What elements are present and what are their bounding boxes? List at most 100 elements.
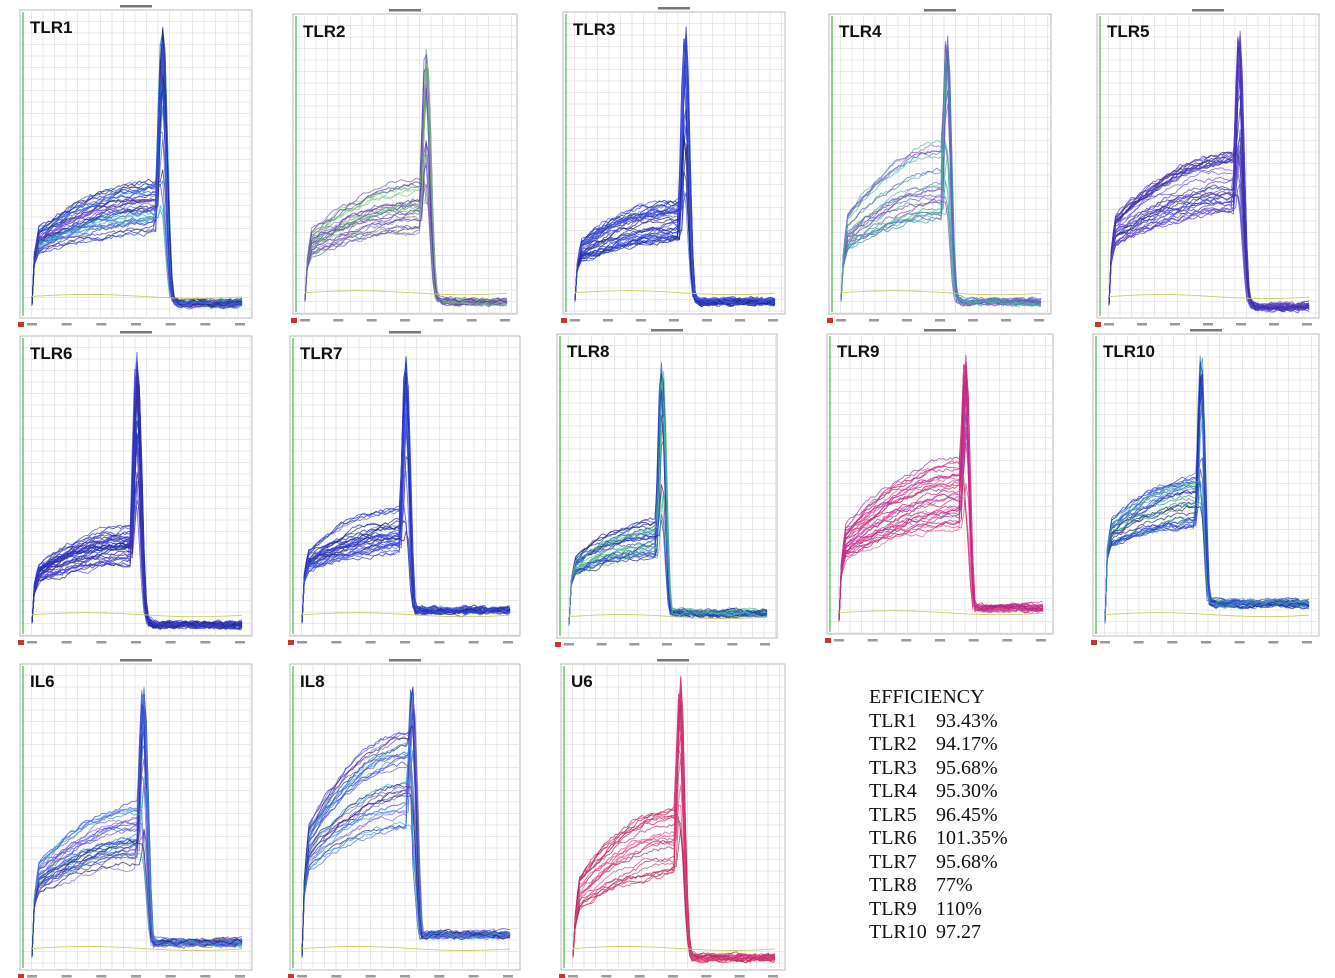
x-tick-mark <box>1269 323 1279 326</box>
melt-curve <box>31 75 243 309</box>
x-tick-mark <box>235 323 245 326</box>
x-tick-mark <box>400 319 410 322</box>
x-tick-mark <box>1167 641 1178 644</box>
panel-header-mark <box>657 659 689 662</box>
x-tick-mark <box>869 319 879 322</box>
plot-grid <box>829 14 1051 314</box>
panel-title: TLR3 <box>573 20 616 39</box>
melt-curves <box>31 26 243 310</box>
melt-curve <box>572 717 776 962</box>
melt-curve-panel: IL6 <box>18 659 253 978</box>
ntc-curve <box>840 290 1042 296</box>
x-tick-mark <box>636 319 646 322</box>
efficiency-row: TLR3 95.68% <box>869 757 1008 781</box>
melt-curves <box>31 686 243 958</box>
melt-curve-panel: IL8 <box>288 659 521 978</box>
x-tick-mark <box>468 641 479 644</box>
melt-curve <box>838 442 1044 622</box>
melt-curve <box>568 371 768 626</box>
plot-frame <box>828 13 1052 315</box>
melt-curve <box>31 108 243 307</box>
melt-curve-panel: TLR5 <box>1095 9 1320 327</box>
melt-curve <box>31 179 243 308</box>
x-tick-mark <box>570 319 580 322</box>
ntc-curve <box>838 610 1044 616</box>
melt-curve <box>574 81 776 306</box>
x-tick-mark <box>1170 323 1180 326</box>
melt-curve <box>301 373 511 624</box>
x-tick-mark <box>735 319 745 322</box>
x-tick-mark <box>1002 639 1013 642</box>
efficiency-row: TLR9 110% <box>869 898 1008 922</box>
melt-curve <box>304 95 508 307</box>
melt-curve <box>572 694 776 961</box>
ntc-curve <box>568 614 768 620</box>
melt-curve <box>31 56 243 306</box>
panel-title: TLR10 <box>1103 342 1155 361</box>
x-tick-mark <box>760 643 770 646</box>
corner-marker <box>18 640 24 645</box>
efficiency-gene: TLR4 <box>869 780 917 802</box>
melt-curve <box>840 144 1042 306</box>
melt-curve <box>1108 174 1310 307</box>
efficiency-row: TLR8 77% <box>869 874 1008 898</box>
plot-grid <box>293 14 517 314</box>
panel-title: TLR5 <box>1107 22 1150 41</box>
efficiency-value: 101.35% <box>936 827 1008 849</box>
x-tick-mark <box>902 319 912 322</box>
x-tick-mark <box>701 975 712 978</box>
x-tick-mark <box>935 319 945 322</box>
x-tick-mark <box>596 643 607 646</box>
efficiency-value: 93.43% <box>936 709 998 732</box>
efficiency-row: TLR4 95.30% <box>869 780 1008 804</box>
melt-curve <box>838 383 1044 622</box>
efficiency-value: 110% <box>936 897 982 920</box>
x-tick-mark <box>901 639 912 642</box>
melt-curves <box>838 354 1044 622</box>
x-tick-mark <box>61 641 72 644</box>
x-tick-mark <box>400 975 410 978</box>
x-tick-mark <box>131 641 141 644</box>
melt-curve <box>838 483 1044 622</box>
efficiency-gene: TLR2 <box>869 733 917 755</box>
x-tick-mark <box>333 319 344 322</box>
x-tick-mark <box>1203 323 1213 326</box>
x-tick-mark <box>836 319 846 322</box>
melt-curve <box>572 829 776 963</box>
x-tick-mark <box>1137 323 1147 326</box>
x-tick-mark <box>131 323 141 326</box>
panel-title: U6 <box>571 672 593 691</box>
x-tick-mark <box>165 975 176 978</box>
panel-header-mark <box>389 659 421 662</box>
x-tick-mark <box>235 975 245 978</box>
panel-title: IL6 <box>30 672 55 691</box>
x-tick-mark <box>768 975 778 978</box>
melt-curve <box>568 417 768 626</box>
melt-curve <box>31 183 243 308</box>
panel-header-mark <box>389 331 421 334</box>
x-tick-mark <box>300 319 310 322</box>
melt-curves <box>1108 30 1310 314</box>
panel-header-mark <box>651 329 683 332</box>
ntc-curve <box>574 290 776 296</box>
ntc-curve <box>1104 612 1310 618</box>
efficiency-row: TLR1 93.43% <box>869 710 1008 734</box>
panel-title: TLR4 <box>839 22 882 41</box>
melt-curve <box>301 414 511 624</box>
efficiency-value: 77% <box>936 874 973 896</box>
x-tick-mark <box>1201 641 1211 644</box>
efficiency-value: 97.27 <box>936 921 981 943</box>
plot-frame <box>19 9 253 319</box>
melt-curve <box>840 153 1042 307</box>
x-tick-mark <box>503 641 513 644</box>
corner-marker <box>827 318 833 323</box>
corner-marker <box>561 318 567 323</box>
efficiency-table: EFFICIENCY TLR1 93.43% TLR2 94.17% TLR3 95.68… <box>869 686 1008 945</box>
melt-curve <box>1104 457 1310 624</box>
melt-curves <box>572 676 776 964</box>
melt-curve-panel: TLR4 <box>827 9 1052 323</box>
panel-title: TLR1 <box>30 18 73 37</box>
corner-marker <box>825 638 831 643</box>
x-tick-mark <box>1302 641 1312 644</box>
melt-curve <box>838 378 1044 622</box>
